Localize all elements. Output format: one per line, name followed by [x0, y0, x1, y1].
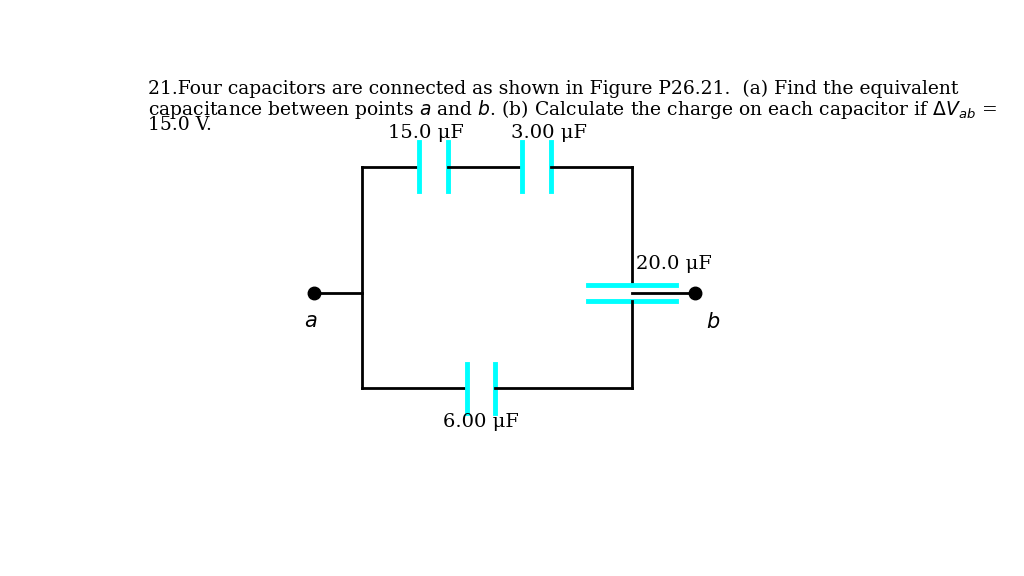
Text: $b$: $b$ — [706, 312, 720, 332]
Text: 15.0 V.: 15.0 V. — [147, 116, 212, 134]
Text: 3.00 μF: 3.00 μF — [511, 124, 587, 142]
Text: 21.Four capacitors are connected as shown in Figure P26.21.  (a) Find the equiva: 21.Four capacitors are connected as show… — [147, 80, 958, 98]
Text: 20.0 μF: 20.0 μF — [636, 255, 712, 273]
Text: 6.00 μF: 6.00 μF — [443, 413, 519, 431]
Text: $a$: $a$ — [304, 312, 317, 331]
Text: capacitance between points $a$ and $b$. (b) Calculate the charge on each capacit: capacitance between points $a$ and $b$. … — [147, 98, 996, 121]
Text: 15.0 μF: 15.0 μF — [388, 124, 464, 142]
